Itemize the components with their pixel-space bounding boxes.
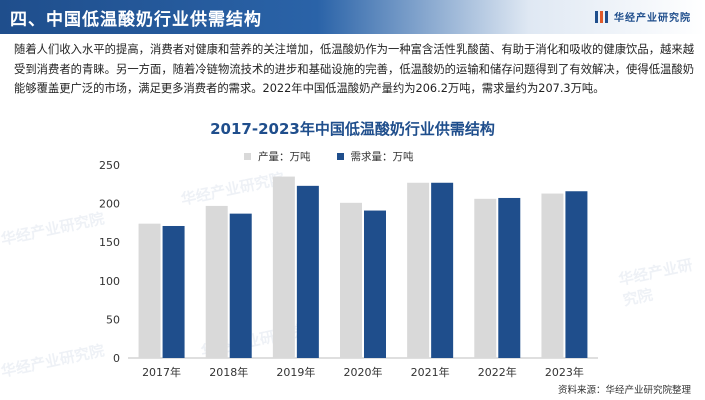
bar-demand (498, 197, 521, 358)
bar-demand (431, 182, 454, 358)
legend-item-demand: 需求量：万吨 (336, 149, 414, 164)
bar-production (340, 202, 362, 358)
x-tick-label: 2021年 (411, 365, 450, 379)
bar-demand (364, 210, 386, 358)
bar-demand (229, 213, 252, 358)
y-tick-label: 200 (99, 198, 120, 211)
bar-production (205, 205, 228, 358)
header-bar: 四、中国低温酸奶行业供需结构 华经产业研究院 (0, 0, 705, 34)
description-paragraph: 随着人们收入水平的提高，消费者对健康和营养的关注增加，低温酸奶作为一种富含活性乳… (14, 43, 694, 95)
source-note: 资料来源：华经产业研究院整理 (557, 385, 691, 396)
y-tick-label: 250 (99, 159, 120, 172)
y-tick-label: 0 (113, 352, 120, 365)
chart-title: 2017-2023年中国低温酸奶行业供需结构 (210, 120, 495, 138)
logo-bars-icon (595, 10, 608, 23)
x-tick-label: 2017年 (142, 365, 181, 379)
page-title: 四、中国低温酸奶行业供需结构 (10, 10, 262, 30)
legend-item-production: 产量：万吨 (244, 149, 311, 164)
legend-swatch-production (244, 153, 251, 160)
y-tick-label: 150 (99, 236, 120, 249)
x-tick-label: 2022年 (478, 365, 517, 379)
bar-production (541, 193, 564, 358)
x-tick-label: 2023年 (545, 365, 584, 379)
bar-demand (296, 185, 319, 358)
y-tick-label: 50 (106, 313, 120, 326)
legend-swatch-demand (336, 153, 344, 160)
brand-logo: 华经产业研究院 (595, 9, 691, 24)
x-tick-label: 2018年 (209, 365, 248, 379)
bar-demand (162, 225, 185, 358)
bar-production (407, 182, 430, 358)
legend-label-production: 产量：万吨 (258, 151, 311, 163)
logo-text: 华经产业研究院 (614, 13, 691, 24)
y-tick-label: 100 (99, 275, 120, 288)
bar-production (138, 223, 161, 358)
chart-legend: 产量：万吨 需求量：万吨 (244, 149, 414, 164)
x-tick-label: 2019年 (276, 365, 315, 379)
bar-demand (565, 191, 588, 358)
x-tick-label: 2020年 (344, 365, 383, 379)
bar-production (272, 176, 295, 358)
bar-production (474, 198, 497, 358)
legend-label-demand: 需求量：万吨 (350, 151, 414, 163)
